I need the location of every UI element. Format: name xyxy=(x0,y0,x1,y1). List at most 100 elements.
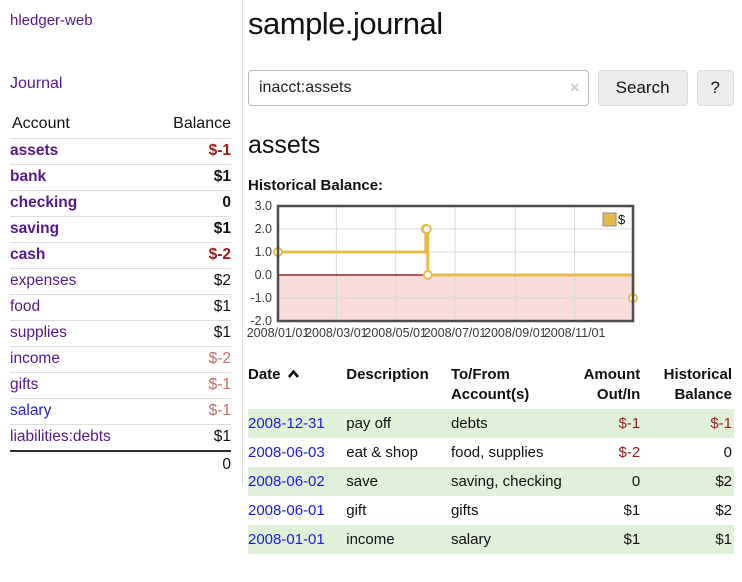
account-balance: $1 xyxy=(148,216,231,243)
svg-text:2008/03/01: 2008/03/01 xyxy=(305,326,368,340)
register-col-accounts: To/From Account(s) xyxy=(450,366,530,403)
transaction-amount: $1 xyxy=(623,502,641,519)
svg-text:1.0: 1.0 xyxy=(255,245,272,259)
account-balance: $2 xyxy=(148,268,231,295)
historical-balance-chart: 3.0 2.0 1.0 0.0 -1.0 -2.0 2008/01/01 2008/03/01… xyxy=(246,199,734,347)
svg-text:-1.0: -1.0 xyxy=(250,291,272,305)
page-title: sample.journal xyxy=(248,6,443,41)
account-balance: $1 xyxy=(148,164,231,191)
table-row: 2008-01-01 income salary $1 $1 xyxy=(248,525,734,554)
transaction-description: gift xyxy=(346,502,367,519)
table-row: 2008-06-01 gift gifts $1 $2 xyxy=(248,496,734,525)
transaction-date-link[interactable]: 2008-12-31 xyxy=(248,415,325,432)
sidebar-item-expenses[interactable]: expenses xyxy=(10,272,77,289)
search-form: × Search ? xyxy=(248,70,734,106)
sidebar-item-liabilities-debts[interactable]: liabilities:debts xyxy=(10,428,111,445)
accounts-col-balance: Balance xyxy=(173,115,231,132)
table-row: cash $-2 xyxy=(10,242,231,269)
transaction-accounts: gifts xyxy=(450,502,479,519)
table-row: food $1 xyxy=(10,294,231,321)
sort-ascending-icon xyxy=(287,365,300,385)
transaction-description: save xyxy=(346,473,378,490)
sidebar-item-supplies[interactable]: supplies xyxy=(10,324,67,341)
accounts-total-row: 0 xyxy=(10,450,231,478)
sidebar-item-salary[interactable]: salary xyxy=(10,402,52,419)
transaction-amount: $1 xyxy=(623,531,641,548)
svg-text:3.0: 3.0 xyxy=(255,200,272,213)
table-row: saving $1 xyxy=(10,216,231,243)
table-row: 2008-06-03 eat & shop food, supplies $-2… xyxy=(248,438,734,467)
account-balance: $-1 xyxy=(148,138,231,165)
register-col-description: Description xyxy=(346,366,429,383)
transaction-balance: 0 xyxy=(723,444,732,461)
transaction-description: income xyxy=(346,531,395,548)
search-button[interactable]: Search xyxy=(597,70,688,106)
sidebar-item-saving[interactable]: saving xyxy=(10,220,60,237)
account-balance: $1 xyxy=(148,424,231,451)
sidebar-item-cash[interactable]: cash xyxy=(10,246,46,263)
table-row: liabilities:debts $1 xyxy=(10,424,231,451)
table-row: checking 0 xyxy=(10,190,231,217)
transaction-accounts: saving, checking xyxy=(450,473,562,490)
table-row: assets $-1 xyxy=(10,138,231,165)
main-content: sample.journal × Search ? assets Histori… xyxy=(246,0,734,554)
transaction-amount: $-2 xyxy=(618,444,641,461)
account-balance: $-2 xyxy=(148,242,231,269)
transaction-amount: $-1 xyxy=(618,415,641,432)
sidebar-item-bank[interactable]: bank xyxy=(10,168,47,185)
table-row: bank $1 xyxy=(10,164,231,191)
svg-text:$: $ xyxy=(618,212,626,227)
transaction-description: pay off xyxy=(346,415,391,432)
table-row: 2008-06-02 save saving, checking 0 $2 xyxy=(248,467,734,496)
svg-text:2008/05/01: 2008/05/01 xyxy=(364,326,427,340)
transaction-balance: $2 xyxy=(715,473,732,490)
table-row: supplies $1 xyxy=(10,320,231,347)
clear-search-icon[interactable]: × xyxy=(569,78,580,97)
svg-text:2.0: 2.0 xyxy=(255,222,272,236)
sidebar-item-food[interactable]: food xyxy=(10,298,41,315)
accounts-col-account: Account xyxy=(12,115,70,132)
svg-text:2008/09/01: 2008/09/01 xyxy=(484,326,547,340)
svg-text:2008/07/01: 2008/07/01 xyxy=(424,326,487,340)
svg-text:2008/01/01: 2008/01/01 xyxy=(247,326,310,340)
transaction-description: eat & shop xyxy=(346,444,418,461)
account-heading: assets xyxy=(248,131,321,159)
svg-text:-2.0: -2.0 xyxy=(250,314,272,328)
transaction-amount: 0 xyxy=(631,473,641,490)
search-input[interactable] xyxy=(248,70,589,106)
transaction-balance: $2 xyxy=(715,502,732,519)
transaction-date-link[interactable]: 2008-01-01 xyxy=(248,531,325,548)
transaction-date-link[interactable]: 2008-06-03 xyxy=(248,444,325,461)
register-col-date[interactable]: Date xyxy=(248,363,346,409)
account-balance: $1 xyxy=(148,294,231,321)
account-balance: $1 xyxy=(148,320,231,347)
transaction-balance: $1 xyxy=(715,531,732,548)
help-button[interactable]: ? xyxy=(696,70,734,106)
register-table: Date Description To/From Account(s) Amou… xyxy=(248,363,734,554)
table-row: income $-2 xyxy=(10,346,231,373)
sidebar-item-checking[interactable]: checking xyxy=(10,194,78,211)
transaction-date-link[interactable]: 2008-06-01 xyxy=(248,502,325,519)
table-row: 2008-12-31 pay off debts $-1 $-1 xyxy=(248,409,734,438)
sidebar-total-balance: 0 xyxy=(148,450,231,478)
sidebar-item-gifts[interactable]: gifts xyxy=(10,376,39,393)
transaction-accounts: food, supplies xyxy=(450,444,544,461)
transaction-accounts: salary xyxy=(450,531,491,548)
chart-svg: 3.0 2.0 1.0 0.0 -1.0 -2.02008/01/012008/03/01… xyxy=(247,199,638,340)
app-brand-link[interactable]: hledger-web xyxy=(10,12,93,29)
sidebar-item-assets[interactable]: assets xyxy=(10,142,59,159)
svg-text:0.0: 0.0 xyxy=(255,268,272,282)
sidebar-item-income[interactable]: income xyxy=(10,350,60,367)
sidebar-item-journal[interactable]: Journal xyxy=(10,75,63,92)
register-col-amount: Amount Out/In xyxy=(583,366,641,403)
register-col-balance: Historical Balance xyxy=(663,366,732,403)
transaction-accounts: debts xyxy=(450,415,488,432)
account-balance: $-1 xyxy=(148,372,231,399)
transaction-date-link[interactable]: 2008-06-02 xyxy=(248,473,325,490)
account-balance: 0 xyxy=(148,190,231,217)
table-row: gifts $-1 xyxy=(10,372,231,399)
account-balance: $-2 xyxy=(148,346,231,373)
chart-label: Historical Balance: xyxy=(248,177,384,194)
sidebar: hledger-web Journal Account Balance asse… xyxy=(0,0,243,486)
accounts-table: Account Balance assets $-1 bank $1 check… xyxy=(10,111,231,478)
